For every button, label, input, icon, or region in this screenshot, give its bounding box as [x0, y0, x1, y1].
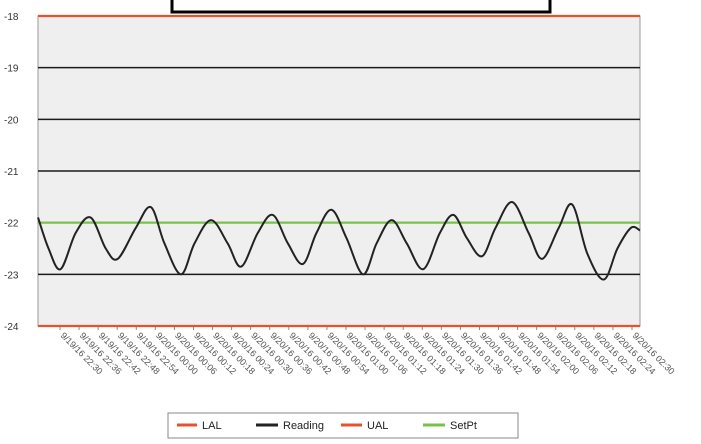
y-tick-label: -22: [4, 219, 19, 230]
legend-label-lal: LAL: [202, 420, 222, 432]
legend-item-reading: Reading: [256, 420, 324, 432]
title-box: [170, 0, 552, 14]
legend-label-setpt: SetPt: [450, 420, 477, 432]
legend: LAL Reading UAL SetPt: [167, 412, 519, 439]
y-tick-label: -24: [4, 322, 19, 333]
y-tick-label: -23: [4, 270, 19, 281]
y-tick-label: -20: [4, 115, 19, 126]
y-tick-label: -21: [4, 167, 19, 178]
series-lines: [37, 201, 641, 281]
legend-label-ual: UAL: [367, 420, 388, 432]
legend-item-lal: LAL: [177, 420, 222, 432]
legend-item-ual: UAL: [341, 420, 388, 432]
legend-box: [167, 412, 519, 439]
x-axis-ticks: 9/19/16 22:309/19/16 22:369/19/16 22:429…: [59, 326, 677, 376]
y-axis-ticks: -18 -19 -20 -21 -22 -23 -24: [4, 12, 19, 333]
y-tick-label: -19: [4, 64, 19, 75]
y-tick-label: -18: [4, 12, 19, 23]
series-line-reading: [37, 201, 641, 281]
gridlines: [38, 66, 640, 276]
legend-label-reading: Reading: [283, 420, 324, 432]
legend-item-setpt: SetPt: [423, 420, 477, 432]
